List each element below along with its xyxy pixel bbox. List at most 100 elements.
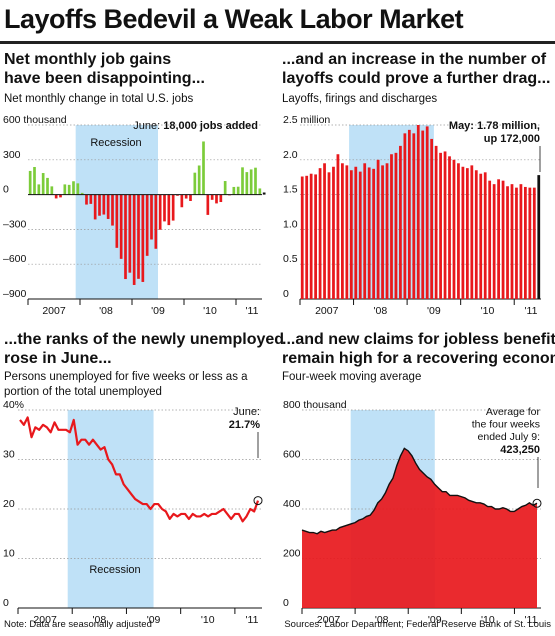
panel4-x-tick-label: 2007 — [317, 614, 341, 626]
panel2-bar — [372, 168, 376, 299]
panel1-y-tick-label: 300 — [3, 149, 21, 161]
panel2-bar — [515, 187, 518, 299]
panel2-bar — [457, 163, 460, 299]
panel2-bar — [412, 133, 416, 299]
panel1-bar — [76, 183, 80, 195]
panel2-bar — [501, 180, 505, 299]
panel2-annotation-line1: May: 1.78 million, — [449, 120, 540, 132]
panel3-x-tick-label: '08 — [92, 614, 106, 626]
panel3-title-line1: ...the ranks of the newly unemployed — [4, 331, 285, 348]
panel2-bar — [367, 167, 371, 299]
panel2-annotation-line2: up 172,000 — [484, 133, 540, 145]
panel3-y-tick-label: 0 — [3, 597, 9, 609]
panel2-bar — [421, 130, 425, 299]
panel2-bar — [443, 151, 447, 299]
panel1-bar — [184, 194, 188, 199]
panel3-y-tick-label: 40% — [3, 399, 24, 411]
panel2-bar — [537, 175, 541, 299]
panel2-y-tick-label: 1.0 — [283, 218, 298, 230]
panel1-bar — [59, 194, 62, 198]
panel1-bar — [154, 194, 158, 249]
panel3-x-tick-label: '11 — [246, 614, 259, 626]
panel2-subtitle: Layoffs, firings and discharges — [282, 93, 438, 105]
panel2-bar — [452, 159, 456, 299]
panel2-bar — [354, 166, 358, 299]
panel1-bar — [93, 194, 97, 220]
panel2-bar — [399, 145, 402, 299]
panel2-bar — [506, 186, 509, 299]
panel2-bar — [358, 171, 362, 299]
panel1-bar — [46, 177, 49, 195]
panel2-bar — [381, 165, 384, 299]
panel2-bar — [416, 125, 420, 299]
panel4-area-outline — [301, 447, 538, 535]
panel2-bar — [461, 166, 465, 299]
panel2-bar — [332, 166, 335, 299]
panel4-annotation-line1: Average for — [486, 406, 541, 418]
panel2-bar — [425, 126, 429, 299]
panel2-bar — [394, 152, 398, 299]
panel1-bar — [41, 173, 45, 195]
panel3-annotation-line1: June: — [233, 406, 260, 418]
panel2-bar — [305, 175, 309, 299]
panel2-bar — [314, 174, 318, 299]
panel1-bar — [132, 194, 136, 285]
panel1-title-line2: have been disappointing... — [4, 70, 205, 87]
panel2-bar — [318, 168, 322, 299]
panel1-bar — [245, 172, 249, 195]
panel3-title-line2: rose in June... — [4, 350, 112, 367]
panel1-bar — [171, 194, 175, 221]
panel1-bar — [67, 184, 71, 195]
panel2-bar — [448, 156, 451, 299]
panel2-bar — [523, 186, 527, 299]
panel4-x-tick-label: '11 — [525, 614, 538, 626]
panel1-bar — [215, 194, 218, 204]
panel2-bar — [390, 154, 393, 299]
panel4-title-line2: remain high for a recovering economy — [282, 350, 555, 367]
panel2-bar — [497, 179, 500, 299]
panel2-x-tick-label: '10 — [481, 305, 495, 317]
panel1-bar — [115, 194, 119, 248]
title-rule — [0, 41, 555, 44]
panel1-bar — [80, 192, 84, 195]
panel2-title: ...and an increase in the number of layo… — [282, 50, 551, 88]
panel1-subtitle: Net monthly change in total U.S. jobs — [4, 93, 194, 105]
panel2-title-line2: layoffs could prove a further drag... — [282, 70, 551, 87]
panel2-bar — [403, 133, 407, 299]
panel3-y-tick-label: 30 — [3, 449, 15, 461]
panel1-annotation: June: 18,000 jobs added — [133, 120, 258, 132]
panel2-y-tick-label: 0 — [283, 288, 289, 300]
panel3-y-tick-label: 10 — [3, 548, 15, 560]
panel4-area — [302, 448, 537, 608]
panel4-annotation-value: 423,250 — [500, 444, 540, 456]
panel1-x-tick-label: '08 — [99, 305, 113, 317]
panel2-bar — [323, 163, 326, 299]
footer-note: Note: Data are seasonally adjusted — [4, 619, 152, 630]
panel2-bar — [407, 129, 411, 299]
panel2-bar — [345, 165, 349, 299]
panel1-bar — [241, 167, 244, 195]
panel2-bar — [327, 172, 331, 299]
panel2-bar — [336, 154, 340, 299]
panel2-bar — [519, 184, 523, 299]
panel4-title: ...and new claims for jobless benefits r… — [282, 330, 555, 368]
panel3-x-tick-label: '09 — [147, 614, 161, 626]
panel1-bar — [197, 165, 201, 195]
panel1-x-tick-label: '11 — [246, 305, 259, 317]
panel2-y-tick-label: 1.5 — [283, 184, 298, 196]
panel2-y-tick-label: 2.5 million — [283, 114, 330, 126]
panel1-bar — [223, 181, 227, 195]
panel2-bar — [341, 163, 344, 299]
panel2-bar — [309, 173, 313, 299]
panel2-bar — [300, 176, 304, 299]
panel1-bar — [232, 186, 236, 195]
panel2-bar — [434, 145, 438, 299]
panel1-bar — [158, 194, 162, 230]
panel1-bar — [193, 172, 197, 195]
panel2-x-tick-label: 2007 — [315, 305, 339, 317]
panel1-bar — [106, 194, 110, 219]
panel1-bar — [72, 181, 75, 195]
panel1-bar — [63, 184, 67, 195]
panel2-y-tick-label: 0.5 — [283, 253, 298, 265]
